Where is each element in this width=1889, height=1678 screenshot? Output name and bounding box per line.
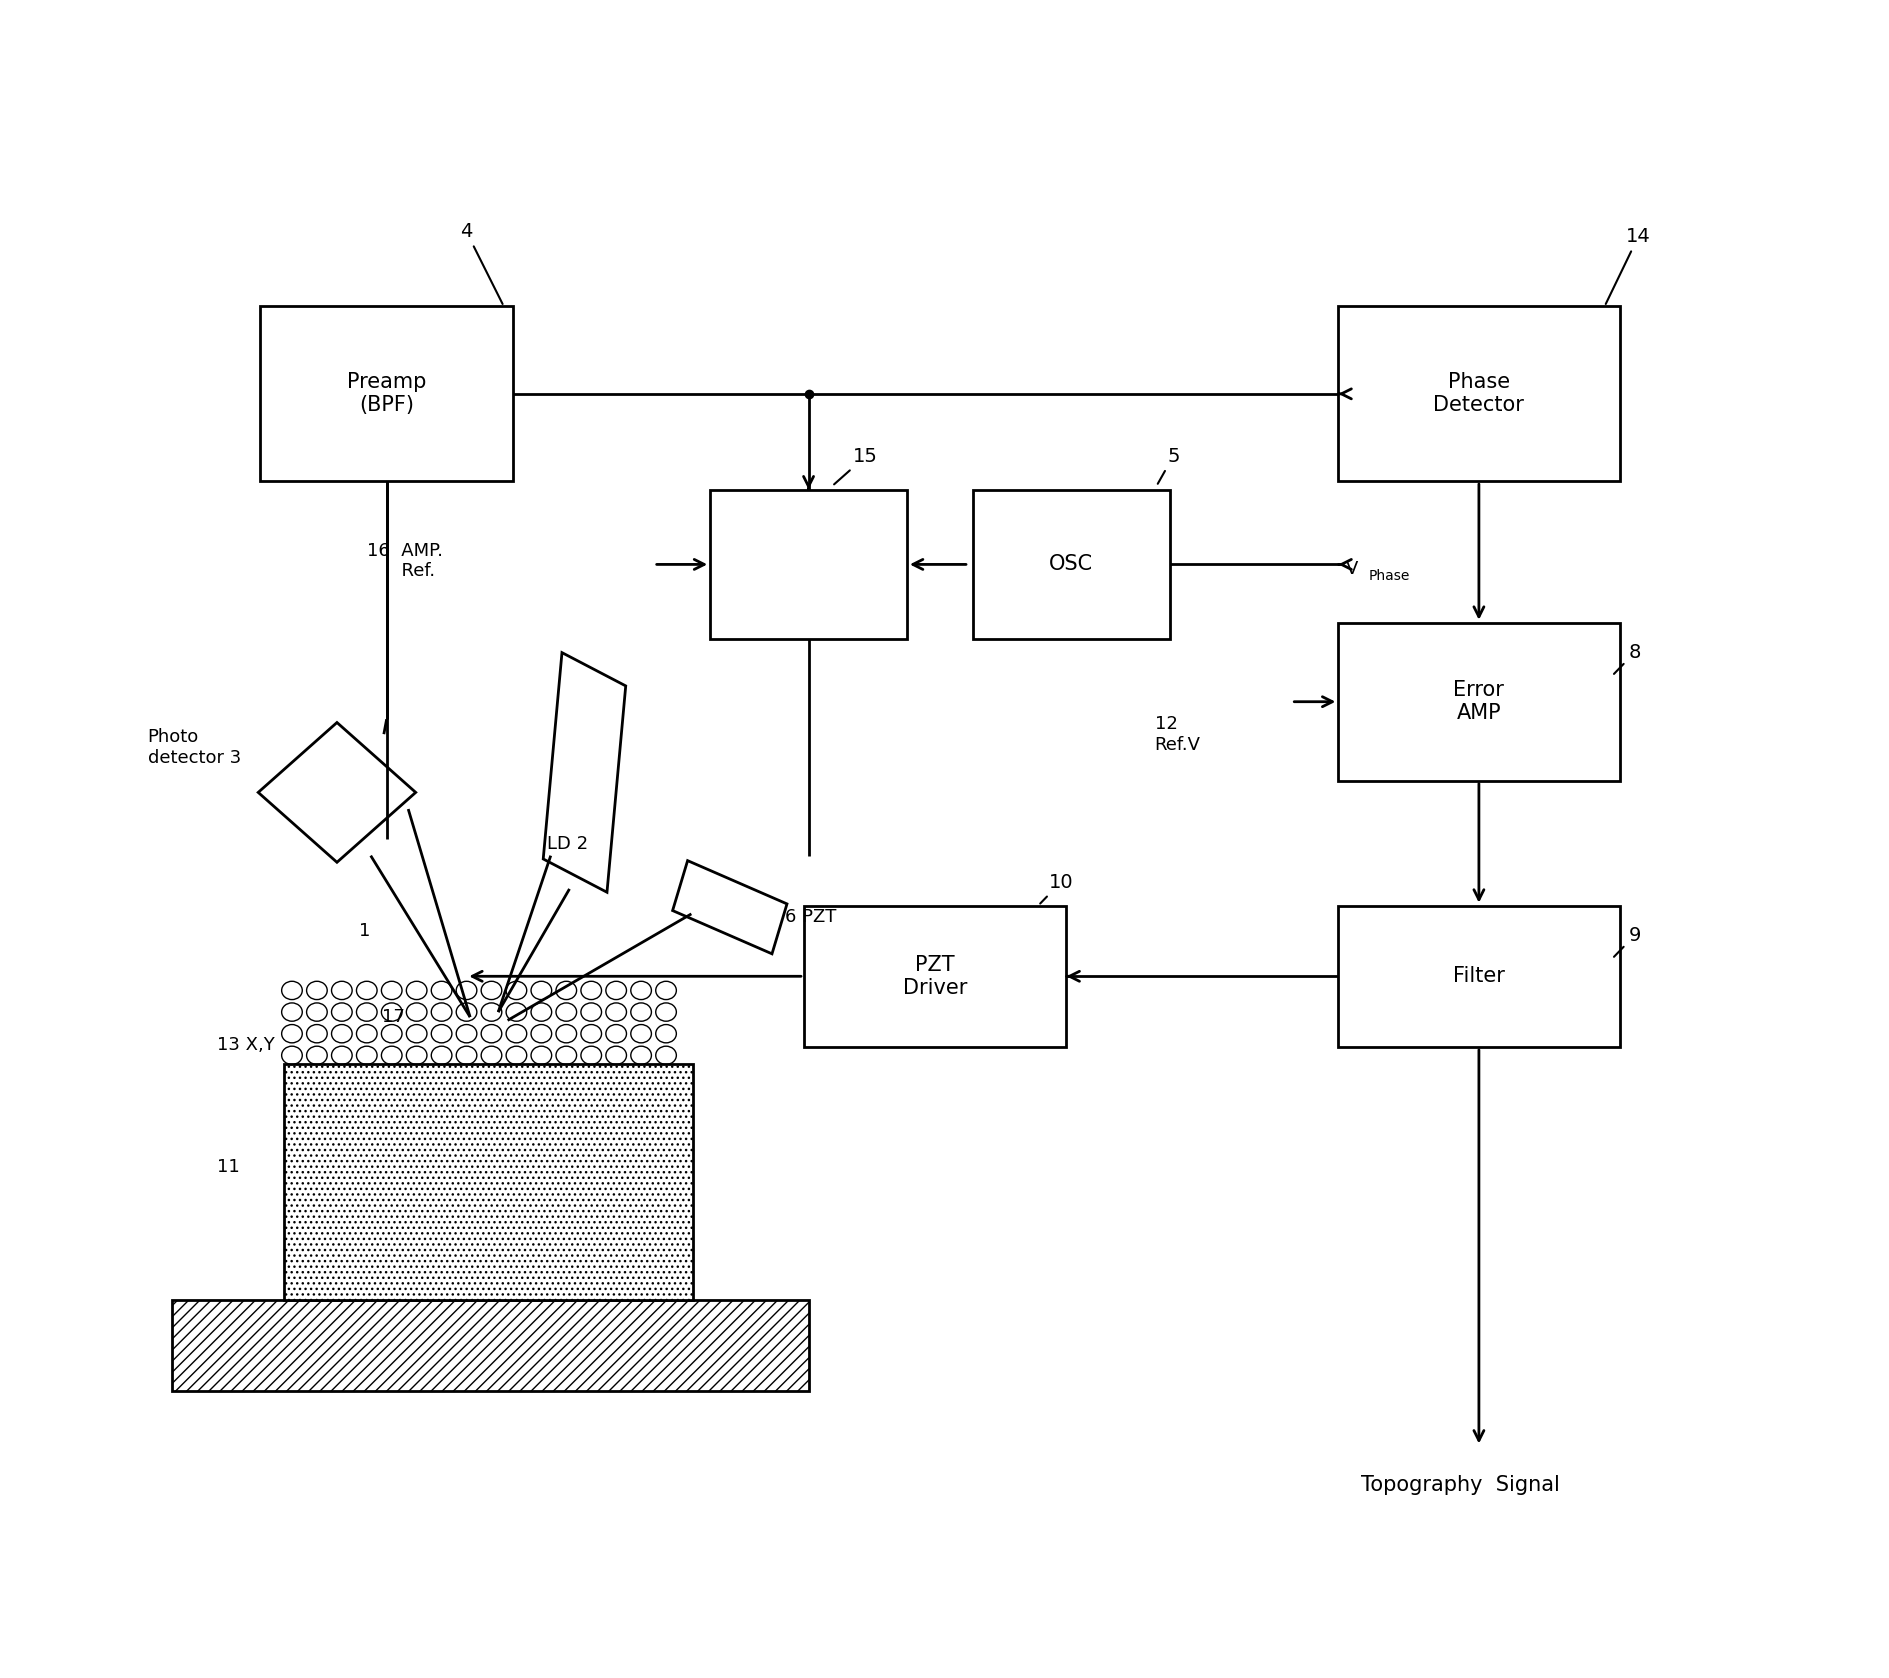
Text: 13 X,Y: 13 X,Y xyxy=(217,1037,274,1054)
Text: 15: 15 xyxy=(835,446,878,485)
Text: 8: 8 xyxy=(1613,643,1642,675)
Text: 1: 1 xyxy=(359,921,370,940)
Text: Phase: Phase xyxy=(1368,569,1409,582)
Text: 5: 5 xyxy=(1158,446,1179,483)
Text: 14: 14 xyxy=(1606,227,1651,304)
Text: 12
Ref.V: 12 Ref.V xyxy=(1154,715,1201,753)
Text: PZT
Driver: PZT Driver xyxy=(903,955,967,998)
Text: 9: 9 xyxy=(1613,926,1642,956)
Bar xyxy=(285,1064,693,1300)
FancyBboxPatch shape xyxy=(710,490,907,639)
Text: 11: 11 xyxy=(217,1158,240,1176)
Polygon shape xyxy=(259,723,416,862)
Text: OSC: OSC xyxy=(1048,554,1094,574)
Text: 16  AMP.
      Ref.: 16 AMP. Ref. xyxy=(366,542,442,581)
FancyBboxPatch shape xyxy=(1337,623,1619,780)
FancyBboxPatch shape xyxy=(805,906,1067,1047)
Text: Filter: Filter xyxy=(1453,967,1506,987)
Text: Photo
detector 3: Photo detector 3 xyxy=(147,728,240,767)
Text: 10: 10 xyxy=(1041,873,1073,903)
Polygon shape xyxy=(672,861,788,953)
FancyBboxPatch shape xyxy=(973,490,1169,639)
Text: Topography  Signal: Topography Signal xyxy=(1360,1475,1560,1495)
Text: V: V xyxy=(1345,560,1358,579)
Text: 17: 17 xyxy=(382,1008,404,1025)
Text: 6 PZT: 6 PZT xyxy=(786,908,837,926)
Text: 4: 4 xyxy=(461,221,502,304)
Bar xyxy=(172,1300,810,1391)
Text: Phase
Detector: Phase Detector xyxy=(1434,373,1524,416)
FancyBboxPatch shape xyxy=(261,307,514,482)
Polygon shape xyxy=(544,653,625,893)
Text: LD 2: LD 2 xyxy=(548,836,587,852)
FancyBboxPatch shape xyxy=(1337,906,1619,1047)
Text: Error
AMP: Error AMP xyxy=(1453,680,1504,723)
FancyBboxPatch shape xyxy=(1337,307,1619,482)
Text: Preamp
(BPF): Preamp (BPF) xyxy=(348,373,427,416)
